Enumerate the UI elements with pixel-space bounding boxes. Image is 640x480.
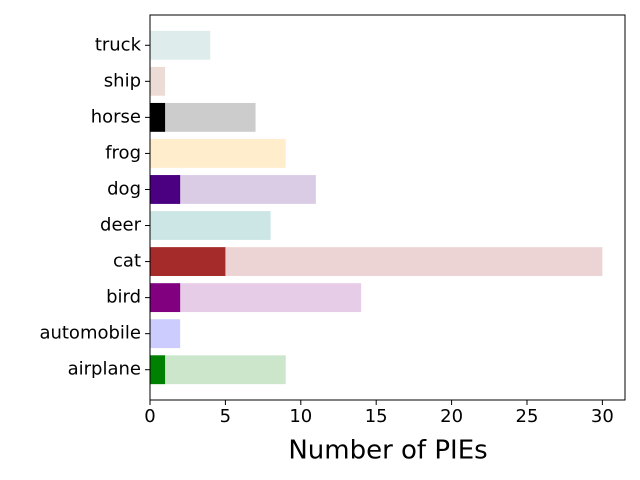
x-tick-label: 20 [440, 406, 463, 427]
bar [150, 102, 166, 132]
bar [150, 283, 362, 313]
y-tick-label: bird [106, 287, 141, 308]
bar [150, 355, 166, 385]
y-tick-label: automobile [39, 323, 141, 344]
bar [150, 319, 181, 349]
x-axis-label: Number of PIEs [288, 436, 487, 466]
y-tick-label: dog [107, 178, 141, 199]
y-tick-label: airplane [68, 359, 141, 380]
y-tick-label: deer [100, 215, 142, 236]
y-tick-label: cat [113, 251, 141, 272]
bar [150, 211, 271, 240]
bar [150, 247, 226, 276]
y-tick-label: truck [95, 34, 142, 55]
y-tick-label: ship [104, 70, 141, 91]
plot-frame [149, 14, 626, 401]
bar [150, 102, 256, 132]
bar [150, 247, 603, 276]
bar [150, 283, 181, 313]
x-tick-label: 30 [591, 406, 614, 427]
bar [150, 355, 286, 385]
x-tick-label: 10 [289, 406, 312, 427]
y-tick-label: frog [105, 142, 141, 163]
x-tick-label: 0 [144, 406, 155, 427]
x-tick-label: 15 [365, 406, 388, 427]
x-tick-label: 5 [220, 406, 231, 427]
bar [150, 30, 211, 60]
x-tick-label: 25 [516, 406, 539, 427]
bar [150, 66, 166, 96]
y-tick-label: horse [91, 106, 141, 127]
bar [150, 175, 181, 204]
bar [150, 139, 286, 168]
